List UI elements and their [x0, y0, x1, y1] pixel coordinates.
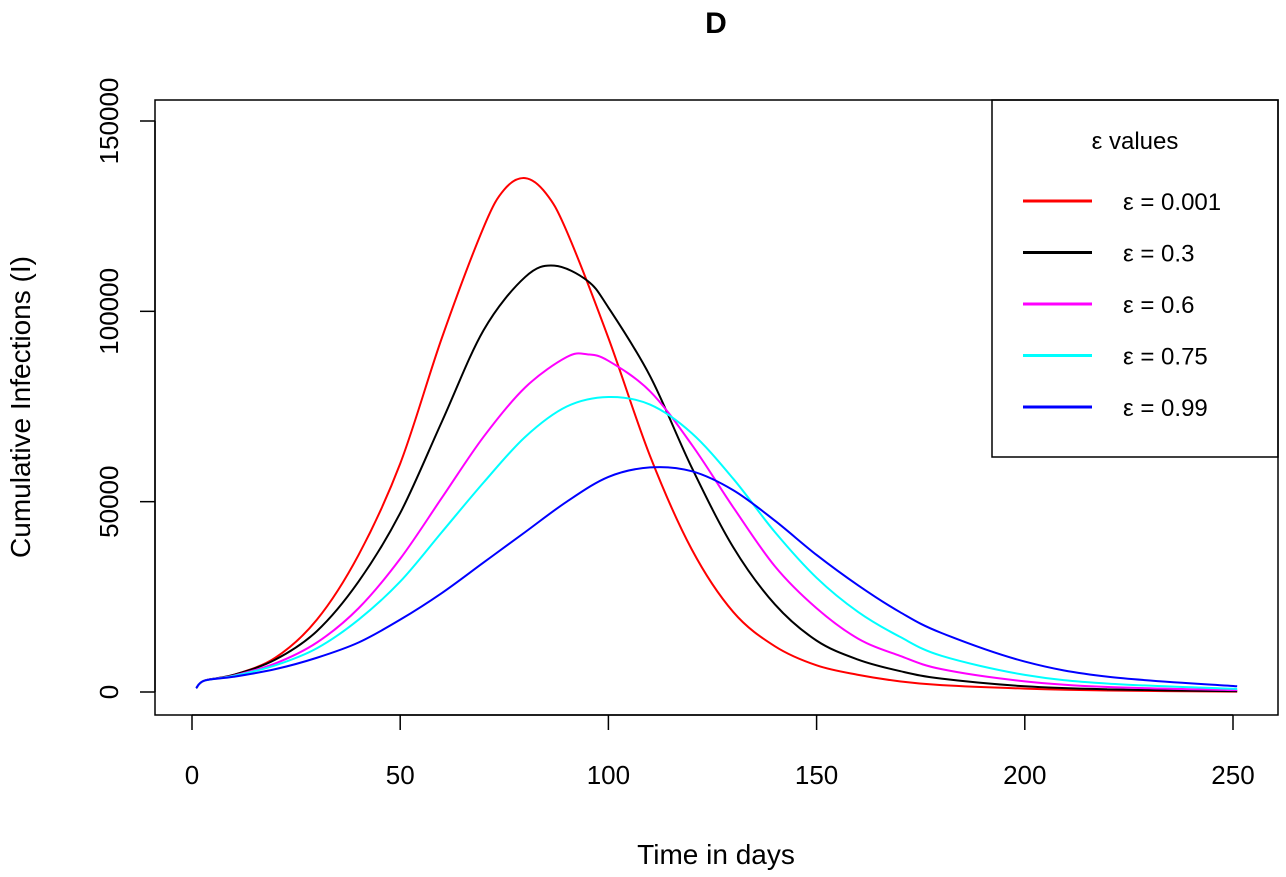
y-tick-label: 0	[94, 685, 124, 699]
legend-label: ε = 0.001	[1123, 189, 1221, 216]
legend-label: ε = 0.99	[1123, 395, 1208, 422]
x-tick-label: 200	[1003, 760, 1046, 790]
x-tick-label: 50	[386, 760, 415, 790]
legend-entries: ε = 0.001 ε = 0.3 ε = 0.6 ε = 0.75 ε = 0.99	[1023, 189, 1221, 422]
series-group	[195, 177, 1238, 693]
x-tick-label: 250	[1211, 760, 1254, 790]
x-tick-label: 150	[795, 760, 838, 790]
x-axis-title: Time in days	[637, 839, 795, 870]
series-line-2	[195, 352, 1238, 692]
legend-label: ε = 0.6	[1123, 292, 1194, 319]
legend-box	[991, 99, 1279, 458]
legend-label: ε = 0.3	[1123, 241, 1194, 268]
legend-label: ε = 0.75	[1123, 344, 1208, 371]
plot-frame	[154, 99, 1279, 716]
legend-title: ε values	[1092, 128, 1179, 155]
series-line-3	[195, 395, 1238, 690]
y-axis-title: Cumulative Infections (I)	[5, 256, 36, 558]
legend: ε values ε = 0.001 ε = 0.3 ε = 0.6 ε = 0.75…	[991, 99, 1279, 458]
series-line-0	[195, 177, 1238, 693]
x-axis: 0 50 100 150 200 250	[185, 714, 1255, 790]
series-line-4	[195, 466, 1238, 689]
y-axis: 0 50000 100000 150000	[94, 78, 156, 699]
x-tick-label: 100	[587, 760, 630, 790]
x-tick-label: 0	[185, 760, 199, 790]
y-tick-label: 150000	[94, 78, 124, 165]
chart-title: D	[705, 7, 727, 40]
y-tick-label: 50000	[94, 466, 124, 538]
y-tick-label: 100000	[94, 268, 124, 355]
series-line-1	[195, 264, 1238, 693]
